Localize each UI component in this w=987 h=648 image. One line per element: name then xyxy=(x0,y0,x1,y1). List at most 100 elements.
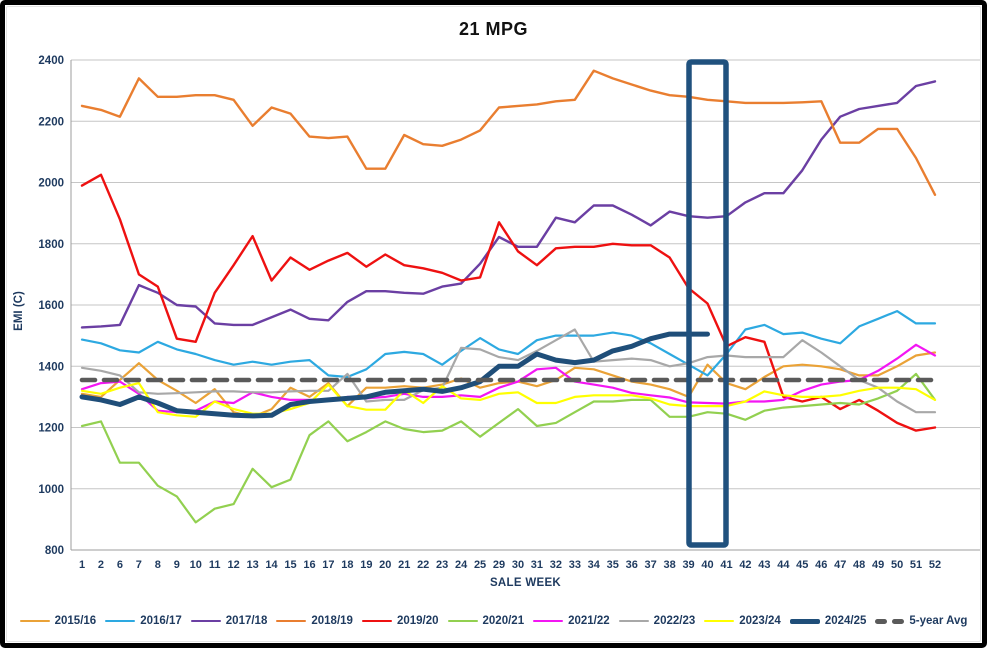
series-line-2015-16 xyxy=(80,351,937,418)
x-tick-label: 16 xyxy=(303,559,315,571)
x-tick-label: 42 xyxy=(739,559,751,571)
x-tick-label: 37 xyxy=(645,559,657,571)
series-line-2023-24 xyxy=(80,382,937,418)
legend-line-swatch xyxy=(533,619,564,623)
x-tick-label: 25 xyxy=(474,559,486,571)
x-tick-label: 29 xyxy=(493,559,505,571)
x-tick-label: 6 xyxy=(117,559,123,571)
x-tick-label: 40 xyxy=(701,559,713,571)
chart-legend: 2015/16 2016/17 2017/18 2018/19 2019/20 2020/… xyxy=(5,615,982,627)
x-tick-label: 34 xyxy=(588,559,601,571)
legend-line-swatch xyxy=(19,619,50,623)
y-tick-label: 1600 xyxy=(38,300,64,312)
x-tick-label: 2 xyxy=(98,559,104,571)
legend-item-2015-16[interactable]: 2015/16 xyxy=(19,615,97,627)
x-tick-label: 18 xyxy=(341,559,353,571)
x-tick-label: 45 xyxy=(796,559,808,571)
legend-item-2020-21[interactable]: 2020/21 xyxy=(447,615,525,627)
x-tick-label: 31 xyxy=(531,559,543,571)
legend-label: 2024/25 xyxy=(824,615,867,627)
y-tick-label: 1000 xyxy=(38,484,64,496)
legend-line-swatch xyxy=(618,619,649,623)
legend-label: 2021/22 xyxy=(568,615,610,627)
x-tick-label: 47 xyxy=(834,559,846,571)
legend-item-5-year-avg[interactable]: 5-year Avg xyxy=(875,615,967,627)
legend-item-2018-19[interactable]: 2018/19 xyxy=(276,615,353,627)
x-tick-label: 20 xyxy=(379,559,391,571)
legend-item-2022-23[interactable]: 2022/23 xyxy=(618,615,696,627)
y-tick-label: 1400 xyxy=(38,361,64,373)
legend-label: 5-year Avg xyxy=(909,615,968,627)
y-tick-label: 1200 xyxy=(38,423,64,435)
x-tick-label: 21 xyxy=(398,559,410,571)
series-line-2022-23 xyxy=(80,328,937,414)
x-tick-label: 14 xyxy=(265,559,278,571)
legend-line-swatch xyxy=(190,619,221,623)
legend-line-swatch xyxy=(447,619,478,623)
legend-label: 2016/17 xyxy=(140,615,182,627)
y-axis-title: EMI (C) xyxy=(13,291,25,331)
x-tick-label: 49 xyxy=(872,559,884,571)
x-tick-label: 51 xyxy=(910,559,922,571)
legend-label: 2022/23 xyxy=(653,615,696,627)
series-line-2016-17 xyxy=(80,310,937,379)
legend-label: 2018/19 xyxy=(311,615,353,627)
x-tick-label: 23 xyxy=(436,559,448,571)
x-tick-label: 46 xyxy=(815,559,827,571)
legend-line-swatch xyxy=(105,619,136,623)
y-tick-label: 2000 xyxy=(38,178,64,190)
series-line-2017-18 xyxy=(80,80,937,329)
highlight-box-week-40 xyxy=(686,59,729,548)
legend-item-2023-24[interactable]: 2023/24 xyxy=(704,615,781,627)
y-tick-label: 2200 xyxy=(38,116,64,128)
x-tick-label: 43 xyxy=(758,559,770,571)
x-tick-label: 7 xyxy=(136,559,142,571)
legend-line-swatch xyxy=(276,619,307,623)
y-tick-label: 2400 xyxy=(38,55,64,67)
legend-item-2017-18[interactable]: 2017/18 xyxy=(190,615,268,627)
x-tick-label: 32 xyxy=(550,559,562,571)
legend-dashed-line-swatch xyxy=(875,618,905,624)
legend-line-swatch xyxy=(789,618,820,624)
x-tick-label: 9 xyxy=(174,559,180,571)
x-tick-label: 52 xyxy=(929,559,941,571)
legend-line-swatch xyxy=(361,619,392,623)
x-tick-label: 15 xyxy=(284,559,296,571)
x-tick-label: 10 xyxy=(190,559,202,571)
x-tick-label: 22 xyxy=(417,559,429,571)
x-tick-label: 44 xyxy=(777,559,790,571)
legend-label: 2023/24 xyxy=(739,615,781,627)
x-tick-label: 38 xyxy=(663,559,675,571)
legend-label: 2017/18 xyxy=(225,615,268,627)
legend-label: 2019/20 xyxy=(396,615,439,627)
legend-item-2016-17[interactable]: 2016/17 xyxy=(105,615,182,627)
x-tick-label: 30 xyxy=(512,559,524,571)
chart-title: 21 MPG xyxy=(458,19,529,39)
x-tick-label: 1 xyxy=(79,559,85,571)
x-axis-title: SALE WEEK xyxy=(489,577,562,589)
legend-label: 2020/21 xyxy=(482,615,525,627)
series-line-2019-20 xyxy=(80,173,937,432)
x-tick-label: 33 xyxy=(569,559,581,571)
y-tick-label: 800 xyxy=(45,545,64,557)
x-tick-label: 36 xyxy=(626,559,638,571)
legend-item-2024-25[interactable]: 2024/25 xyxy=(789,615,867,627)
x-tick-label: 19 xyxy=(360,559,372,571)
legend-item-2021-22[interactable]: 2021/22 xyxy=(533,615,610,627)
legend-label: 2015/16 xyxy=(54,615,97,627)
legend-item-2019-20[interactable]: 2019/20 xyxy=(361,615,439,627)
x-tick-label: 41 xyxy=(720,559,732,571)
series-line-2020-21 xyxy=(80,372,937,524)
y-tick-label: 1800 xyxy=(38,239,64,251)
series-line-2024-25 xyxy=(79,331,710,419)
x-tick-label: 35 xyxy=(607,559,619,571)
x-tick-label: 12 xyxy=(228,559,240,571)
x-tick-label: 17 xyxy=(322,559,334,571)
x-tick-label: 39 xyxy=(682,559,694,571)
legend-line-swatch xyxy=(704,619,735,623)
x-tick-label: 11 xyxy=(209,559,221,571)
x-tick-label: 13 xyxy=(246,559,258,571)
x-tick-label: 48 xyxy=(853,559,865,571)
